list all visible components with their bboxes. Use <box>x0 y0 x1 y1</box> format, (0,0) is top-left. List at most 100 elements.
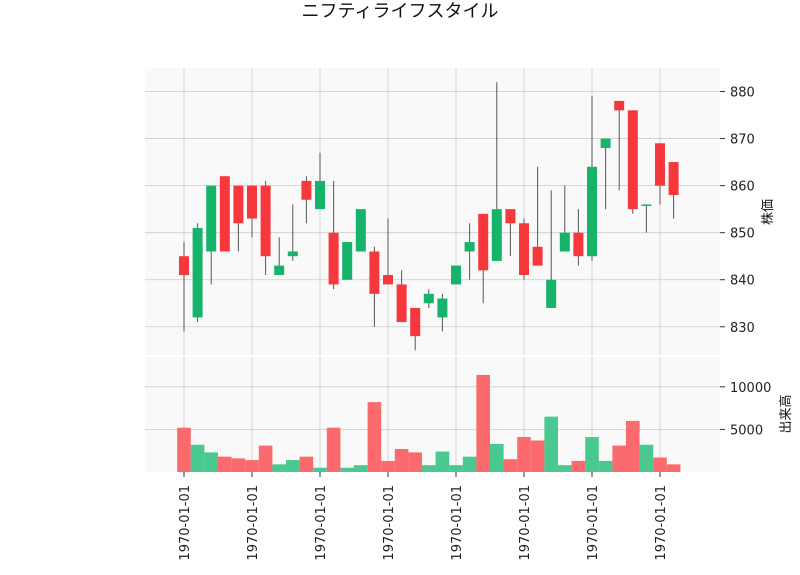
candle-body <box>287 251 298 257</box>
x-tick-label: 1970-01-01 <box>450 485 465 561</box>
volume-bar <box>204 452 218 472</box>
volume-bar <box>258 445 273 472</box>
candle-body <box>437 298 448 318</box>
volume-axis-ticks: 5000 10000 <box>720 381 771 438</box>
x-tick-label: 1970-01-01 <box>246 485 261 561</box>
volume-bar <box>313 467 327 472</box>
candle-body <box>573 232 584 257</box>
x-tick-label: 1970-01-01 <box>518 485 533 561</box>
volume-bar <box>653 457 667 472</box>
price-tick-label: 870 <box>730 133 755 148</box>
candle-body <box>206 185 217 252</box>
candle-body <box>641 204 652 206</box>
candle-body <box>383 275 393 285</box>
volume-bar <box>666 464 681 472</box>
candle-body <box>410 307 421 337</box>
price-axis-label: 株価 <box>761 199 776 225</box>
candle-body <box>559 232 570 252</box>
candle-body <box>627 110 638 210</box>
volume-bar <box>177 427 191 472</box>
volume-bar <box>626 420 640 472</box>
candle-body <box>614 100 625 111</box>
candle-body <box>274 265 285 276</box>
volume-bar <box>422 465 436 472</box>
volume-bar <box>585 437 599 472</box>
volume-bar <box>639 444 654 472</box>
volume-bar <box>394 449 409 472</box>
candle-body <box>464 242 475 252</box>
candle-body <box>451 265 461 285</box>
candle-body <box>655 143 665 186</box>
candles <box>179 82 679 351</box>
volume-bar <box>571 460 586 472</box>
candle-body <box>505 209 516 224</box>
candle-body <box>587 166 597 257</box>
candle-body <box>247 185 257 219</box>
volume-bar <box>462 456 477 472</box>
volume-bar <box>612 445 626 472</box>
volume-bars <box>177 374 681 472</box>
price-tick-label: 850 <box>730 227 755 242</box>
volume-bar <box>598 460 613 472</box>
price-tick-label: 830 <box>730 321 755 336</box>
volume-bar <box>326 427 341 472</box>
volume-bar <box>245 460 259 472</box>
x-tick-label: 1970-01-01 <box>314 485 329 561</box>
price-tick-label: 880 <box>730 86 755 101</box>
price-panel: 830 840 850 860 870 880 <box>145 68 755 355</box>
candle-body <box>600 138 611 148</box>
volume-bar <box>272 464 286 472</box>
volume-tick-label: 10000 <box>730 381 771 396</box>
volume-bar <box>517 437 531 472</box>
volume-bar <box>558 465 572 472</box>
x-tick-label: 1970-01-01 <box>654 485 669 561</box>
candle-body <box>668 162 679 196</box>
volume-bar <box>354 465 368 472</box>
candle-body <box>478 213 489 271</box>
price-tick-label: 840 <box>730 274 755 289</box>
price-axis-ticks: 830 840 850 860 870 880 <box>720 86 755 336</box>
price-tick-label: 860 <box>730 180 755 195</box>
candle-body <box>260 185 271 257</box>
candle-body <box>546 279 557 308</box>
price-gridlines <box>145 68 720 355</box>
candle-body <box>179 256 189 276</box>
candle-body <box>423 293 434 304</box>
candle-body <box>233 185 244 224</box>
volume-axis-label: 出来高 <box>778 394 794 433</box>
volume-bar <box>530 440 545 472</box>
volume-bar <box>231 458 246 472</box>
candle-body <box>192 227 203 318</box>
volume-bar <box>286 460 300 472</box>
volume-bar <box>218 456 232 472</box>
x-tick-label: 1970-01-01 <box>586 485 601 561</box>
candle-body <box>219 176 230 252</box>
candle-body <box>491 209 502 261</box>
candle-body <box>301 180 312 200</box>
volume-bar <box>544 416 558 472</box>
volume-bar <box>449 465 463 472</box>
candle-body <box>355 209 366 252</box>
volume-panel: 5000 10000 <box>145 357 771 472</box>
volume-bar <box>381 460 395 472</box>
candle-body <box>342 242 353 280</box>
chart-title: ニフティライフスタイル <box>302 1 499 22</box>
volume-bar <box>340 467 354 472</box>
volume-bar <box>408 452 422 472</box>
volume-bar <box>435 451 450 472</box>
volume-tick-label: 5000 <box>730 423 763 438</box>
volume-bar <box>476 374 490 472</box>
volume-bar <box>299 456 314 472</box>
candle-body <box>328 232 339 285</box>
volume-bar <box>190 444 205 472</box>
volume-bar <box>367 402 382 472</box>
candle-body <box>369 251 380 294</box>
candle-body <box>519 223 529 276</box>
x-tick-label: 1970-01-01 <box>178 485 193 561</box>
volume-bar <box>503 459 518 472</box>
candle-body <box>396 284 407 323</box>
x-tick-label: 1970-01-01 <box>382 485 397 561</box>
x-axis-ticks: 1970-01-01 1970-01-01 1970-01-01 1970-01-01… <box>178 472 669 561</box>
candle-body <box>315 180 325 210</box>
